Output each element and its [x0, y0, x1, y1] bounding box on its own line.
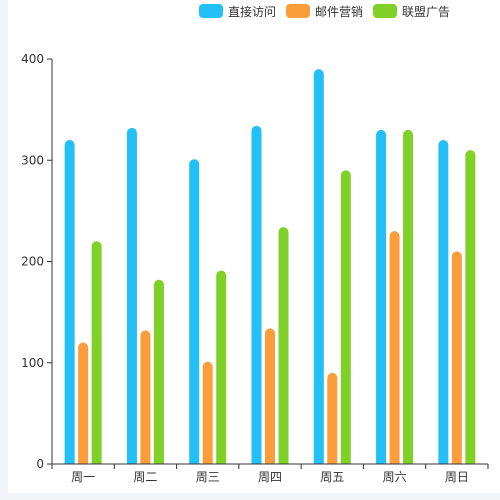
- y-axis-ticks: 0 100 200 300 400: [21, 52, 52, 471]
- bottom-edge-strip: [0, 493, 500, 500]
- bar-series-1-1[interactable]: [140, 330, 151, 469]
- x-tick-label-2: 周三: [196, 470, 220, 484]
- legend-swatch-direct: [199, 4, 223, 18]
- bar-series-1-2[interactable]: [202, 361, 213, 469]
- bar-series-0-0[interactable]: [64, 140, 75, 469]
- bar-series-2-2[interactable]: [216, 270, 227, 469]
- x-tick-label-4: 周五: [320, 470, 344, 484]
- bar-series-2-6[interactable]: [465, 150, 476, 469]
- legend-item-union[interactable]: 联盟广告: [373, 3, 450, 20]
- legend-label-email: 邮件营销: [315, 4, 364, 19]
- bar-series-0-3[interactable]: [251, 125, 262, 469]
- x-tick-label-0: 周一: [71, 470, 95, 484]
- bar-series-1-4[interactable]: [327, 372, 338, 469]
- x-tick-label-5: 周六: [383, 470, 407, 484]
- x-tick-label-6: 周日: [445, 470, 469, 484]
- bar-series-0-5[interactable]: [376, 129, 387, 469]
- legend-label-union: 联盟广告: [402, 4, 451, 19]
- bar-series-2-3[interactable]: [278, 227, 289, 469]
- bar-series-1-6[interactable]: [451, 251, 462, 469]
- legend-item-direct[interactable]: 直接访问: [199, 3, 276, 20]
- legend-item-email[interactable]: 邮件营销: [286, 3, 363, 20]
- bar-series-2-5[interactable]: [403, 129, 414, 469]
- legend-swatch-email: [286, 4, 311, 18]
- chart-legend: 直接访问 邮件营销 联盟广告: [199, 3, 460, 19]
- bar-series-0-6[interactable]: [438, 140, 449, 469]
- bar-series-2-0[interactable]: [91, 241, 102, 469]
- left-edge-strip: [0, 0, 8, 500]
- bar-series-0-1[interactable]: [126, 127, 137, 469]
- bar-series-1-0[interactable]: [78, 342, 89, 470]
- y-tick-label-1: 100: [21, 356, 44, 370]
- bar-series-0-4[interactable]: [313, 69, 324, 469]
- legend-label-direct: 直接访问: [228, 4, 277, 19]
- bar-series-2-1[interactable]: [153, 279, 164, 469]
- y-tick-label-3: 300: [21, 153, 44, 167]
- y-tick-label-2: 200: [21, 255, 44, 269]
- y-tick-label-4: 400: [21, 52, 44, 66]
- x-axis-ticks: 周一 周二 周三 周四 周五 周六 周日: [51, 464, 489, 484]
- y-tick-label-0: 0: [36, 457, 44, 471]
- bar-series-1-5[interactable]: [389, 231, 400, 469]
- legend-swatch-union: [373, 4, 398, 18]
- x-tick-label-1: 周二: [133, 470, 157, 484]
- bar-series-1-3[interactable]: [265, 328, 275, 469]
- x-tick-label-3: 周四: [258, 470, 282, 484]
- bar-series-2-4[interactable]: [340, 170, 351, 469]
- bar-series-0-2[interactable]: [189, 159, 200, 469]
- bars-layer: [64, 69, 476, 470]
